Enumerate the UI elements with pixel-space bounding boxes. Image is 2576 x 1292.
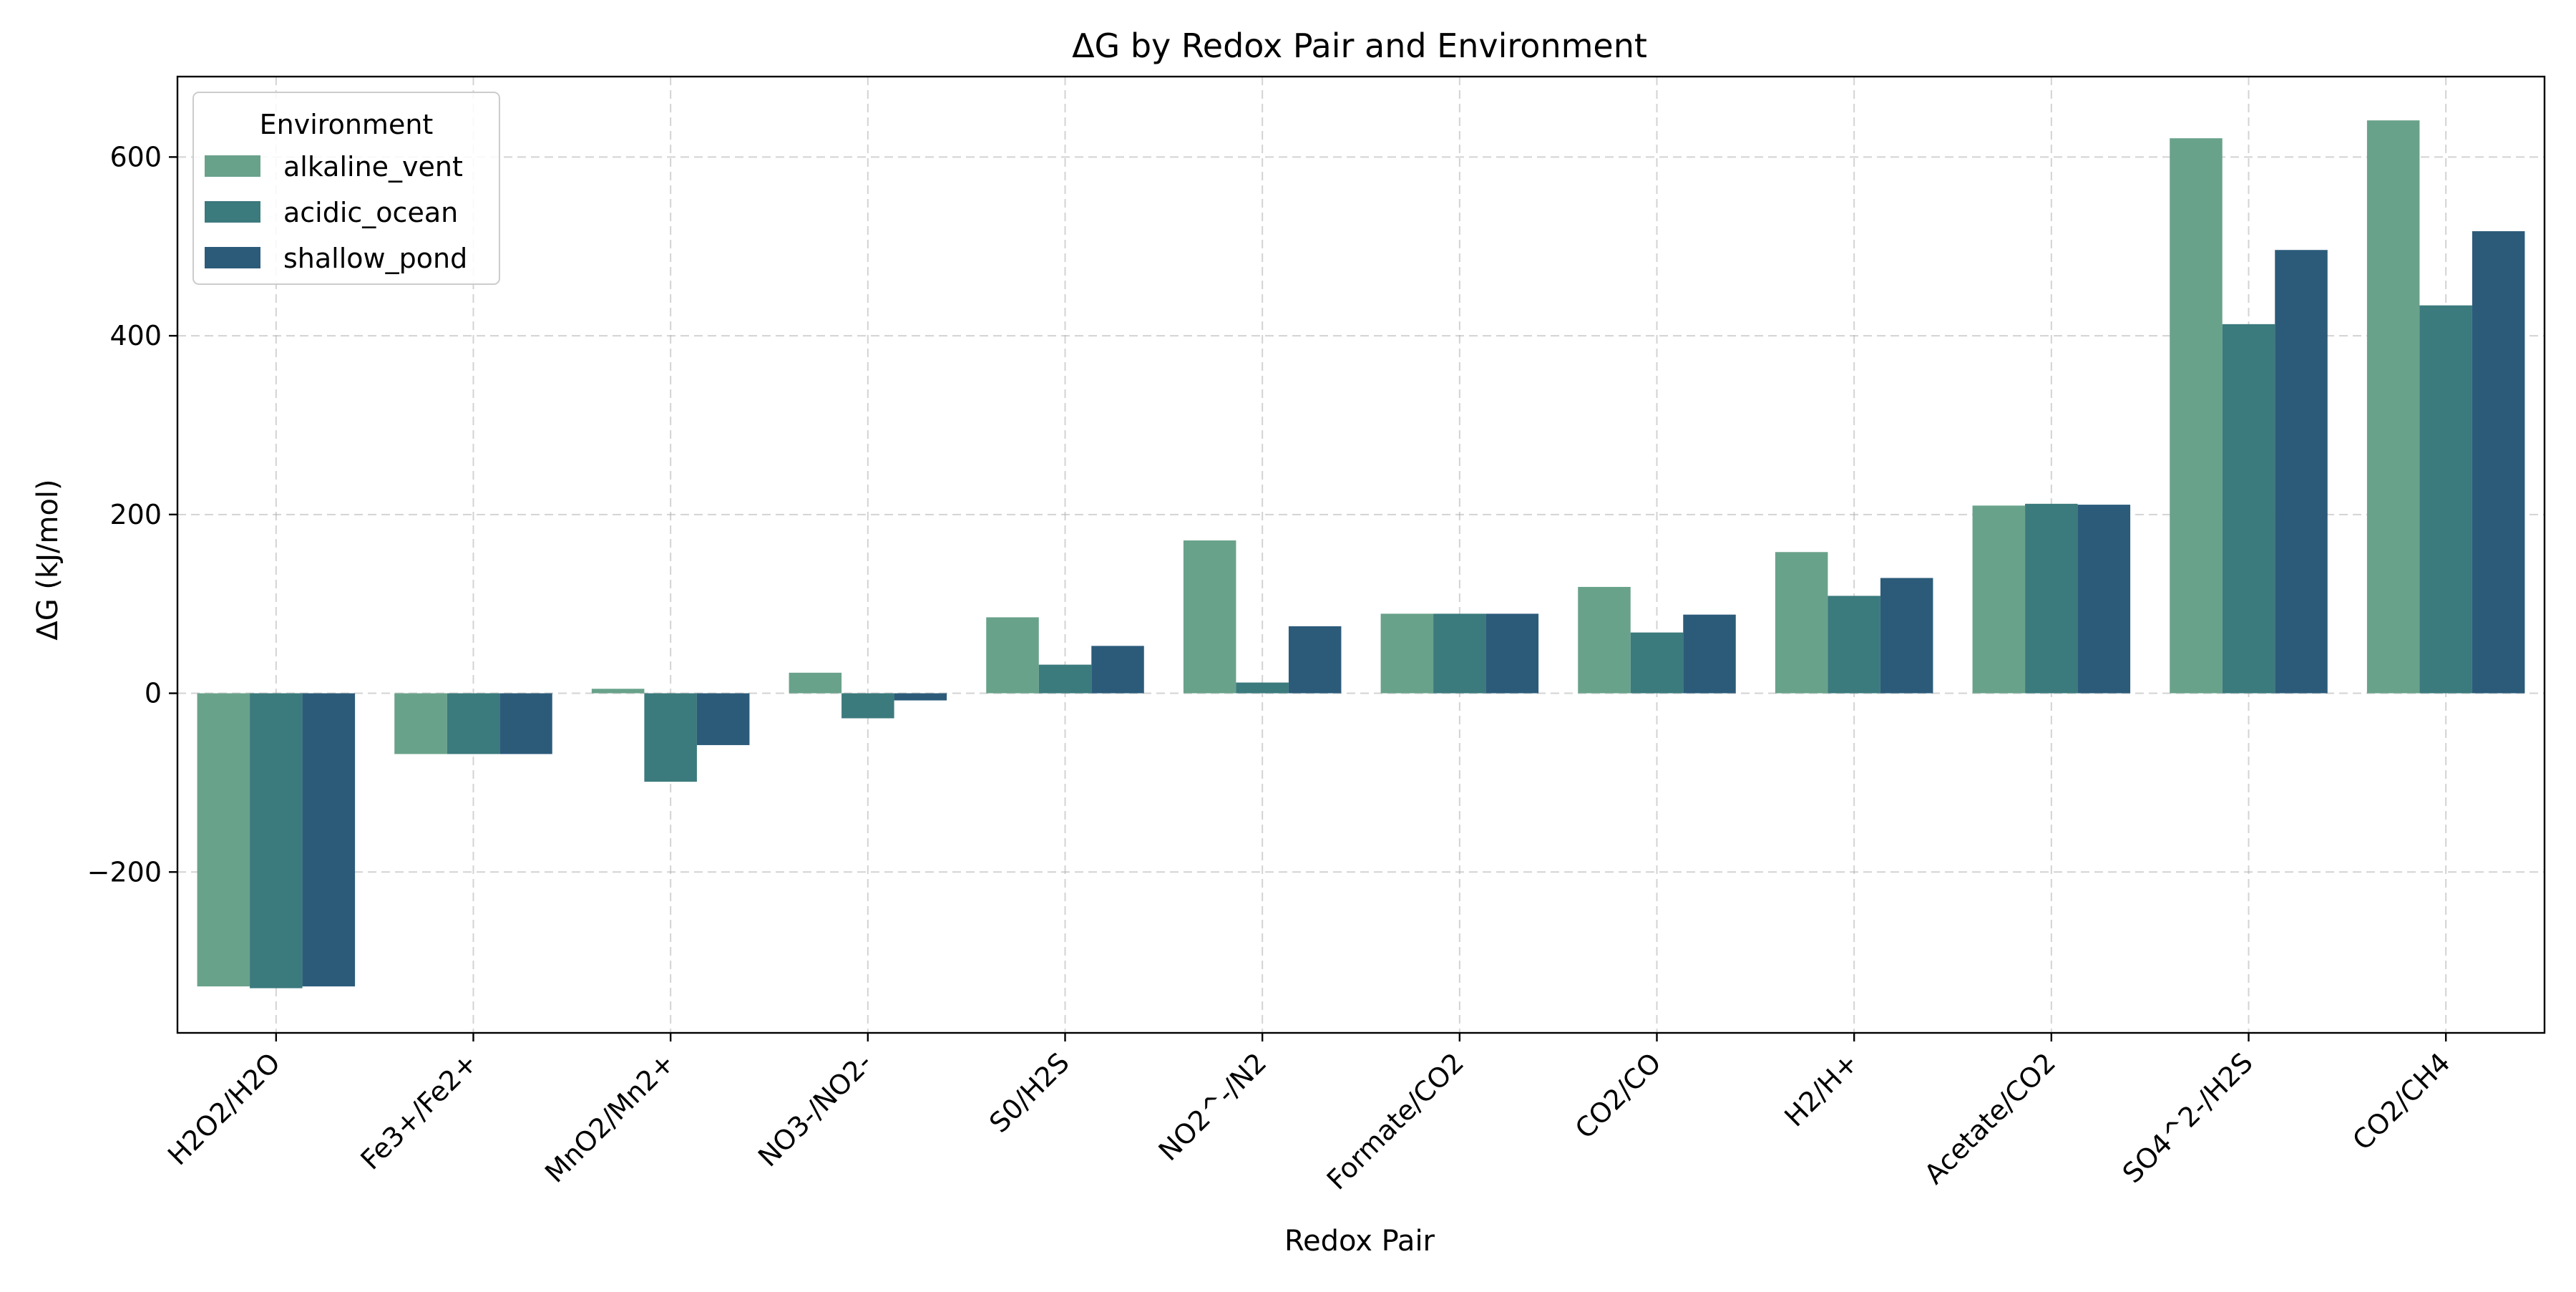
bar-acidic_ocean bbox=[1236, 682, 1289, 694]
legend-swatch bbox=[205, 201, 260, 223]
y-tick-label: −200 bbox=[87, 856, 162, 888]
bar-alkaline_vent bbox=[197, 693, 250, 987]
bar-alkaline_vent bbox=[591, 689, 645, 694]
bars bbox=[197, 120, 2525, 989]
legend-label: acidic_ocean bbox=[283, 197, 458, 228]
bar-shallow_pond bbox=[2275, 250, 2328, 694]
x-axis-label: Redox Pair bbox=[1284, 1225, 1435, 1258]
y-tick-label: 200 bbox=[109, 499, 162, 530]
y-tick-label: 400 bbox=[109, 320, 162, 351]
legend-label: alkaline_vent bbox=[283, 151, 463, 183]
bar-shallow_pond bbox=[499, 693, 552, 754]
y-tick-label: 600 bbox=[109, 141, 162, 173]
bar-shallow_pond bbox=[2077, 505, 2131, 694]
bar-shallow_pond bbox=[696, 693, 750, 745]
bar-acidic_ocean bbox=[1433, 613, 1486, 694]
bar-shallow_pond bbox=[1880, 578, 1933, 694]
bar-shallow_pond bbox=[302, 693, 356, 987]
chart-title: ΔG by Redox Pair and Environment bbox=[1072, 26, 1647, 65]
bar-shallow_pond bbox=[1091, 646, 1144, 694]
bar-acidic_ocean bbox=[1630, 632, 1684, 694]
bar-acidic_ocean bbox=[2025, 503, 2078, 694]
legend: Environment alkaline_vent acidic_oceanshal… bbox=[192, 92, 500, 285]
y-tick-label: 0 bbox=[145, 678, 162, 709]
bar-acidic_ocean bbox=[2222, 324, 2275, 694]
bar-alkaline_vent bbox=[789, 672, 842, 694]
legend-label: shallow_pond bbox=[283, 243, 467, 274]
legend-swatch bbox=[205, 155, 260, 177]
bar-acidic_ocean bbox=[644, 693, 697, 782]
plot-frame bbox=[176, 75, 2546, 1034]
bar-alkaline_vent bbox=[2170, 138, 2223, 694]
bar-shallow_pond bbox=[894, 693, 947, 701]
bar-shallow_pond bbox=[1485, 613, 1539, 694]
bar-alkaline_vent bbox=[986, 617, 1039, 694]
bar-acidic_ocean bbox=[1038, 664, 1092, 694]
bar-acidic_ocean bbox=[250, 693, 303, 989]
bar-acidic_ocean bbox=[841, 693, 894, 719]
bar-alkaline_vent bbox=[1775, 552, 1828, 694]
legend-box bbox=[192, 92, 500, 285]
bar-alkaline_vent bbox=[1578, 586, 1631, 694]
bar-alkaline_vent bbox=[394, 693, 447, 754]
bar-shallow_pond bbox=[1683, 614, 1736, 694]
grid bbox=[177, 77, 2545, 1033]
legend-swatch bbox=[205, 247, 260, 268]
bar-alkaline_vent bbox=[1972, 505, 2026, 694]
bar-shallow_pond bbox=[2472, 231, 2525, 694]
bar-acidic_ocean bbox=[2419, 305, 2472, 694]
bar-shallow_pond bbox=[1288, 626, 1342, 694]
bar-alkaline_vent bbox=[1183, 540, 1236, 694]
bar-alkaline_vent bbox=[2366, 120, 2420, 694]
y-axis-label: ΔG (kJ/mol) bbox=[31, 479, 64, 640]
bar-alkaline_vent bbox=[1380, 613, 1434, 694]
legend-title: Environment bbox=[260, 109, 434, 140]
bar-acidic_ocean bbox=[1828, 596, 1880, 694]
bar-acidic_ocean bbox=[447, 693, 500, 754]
